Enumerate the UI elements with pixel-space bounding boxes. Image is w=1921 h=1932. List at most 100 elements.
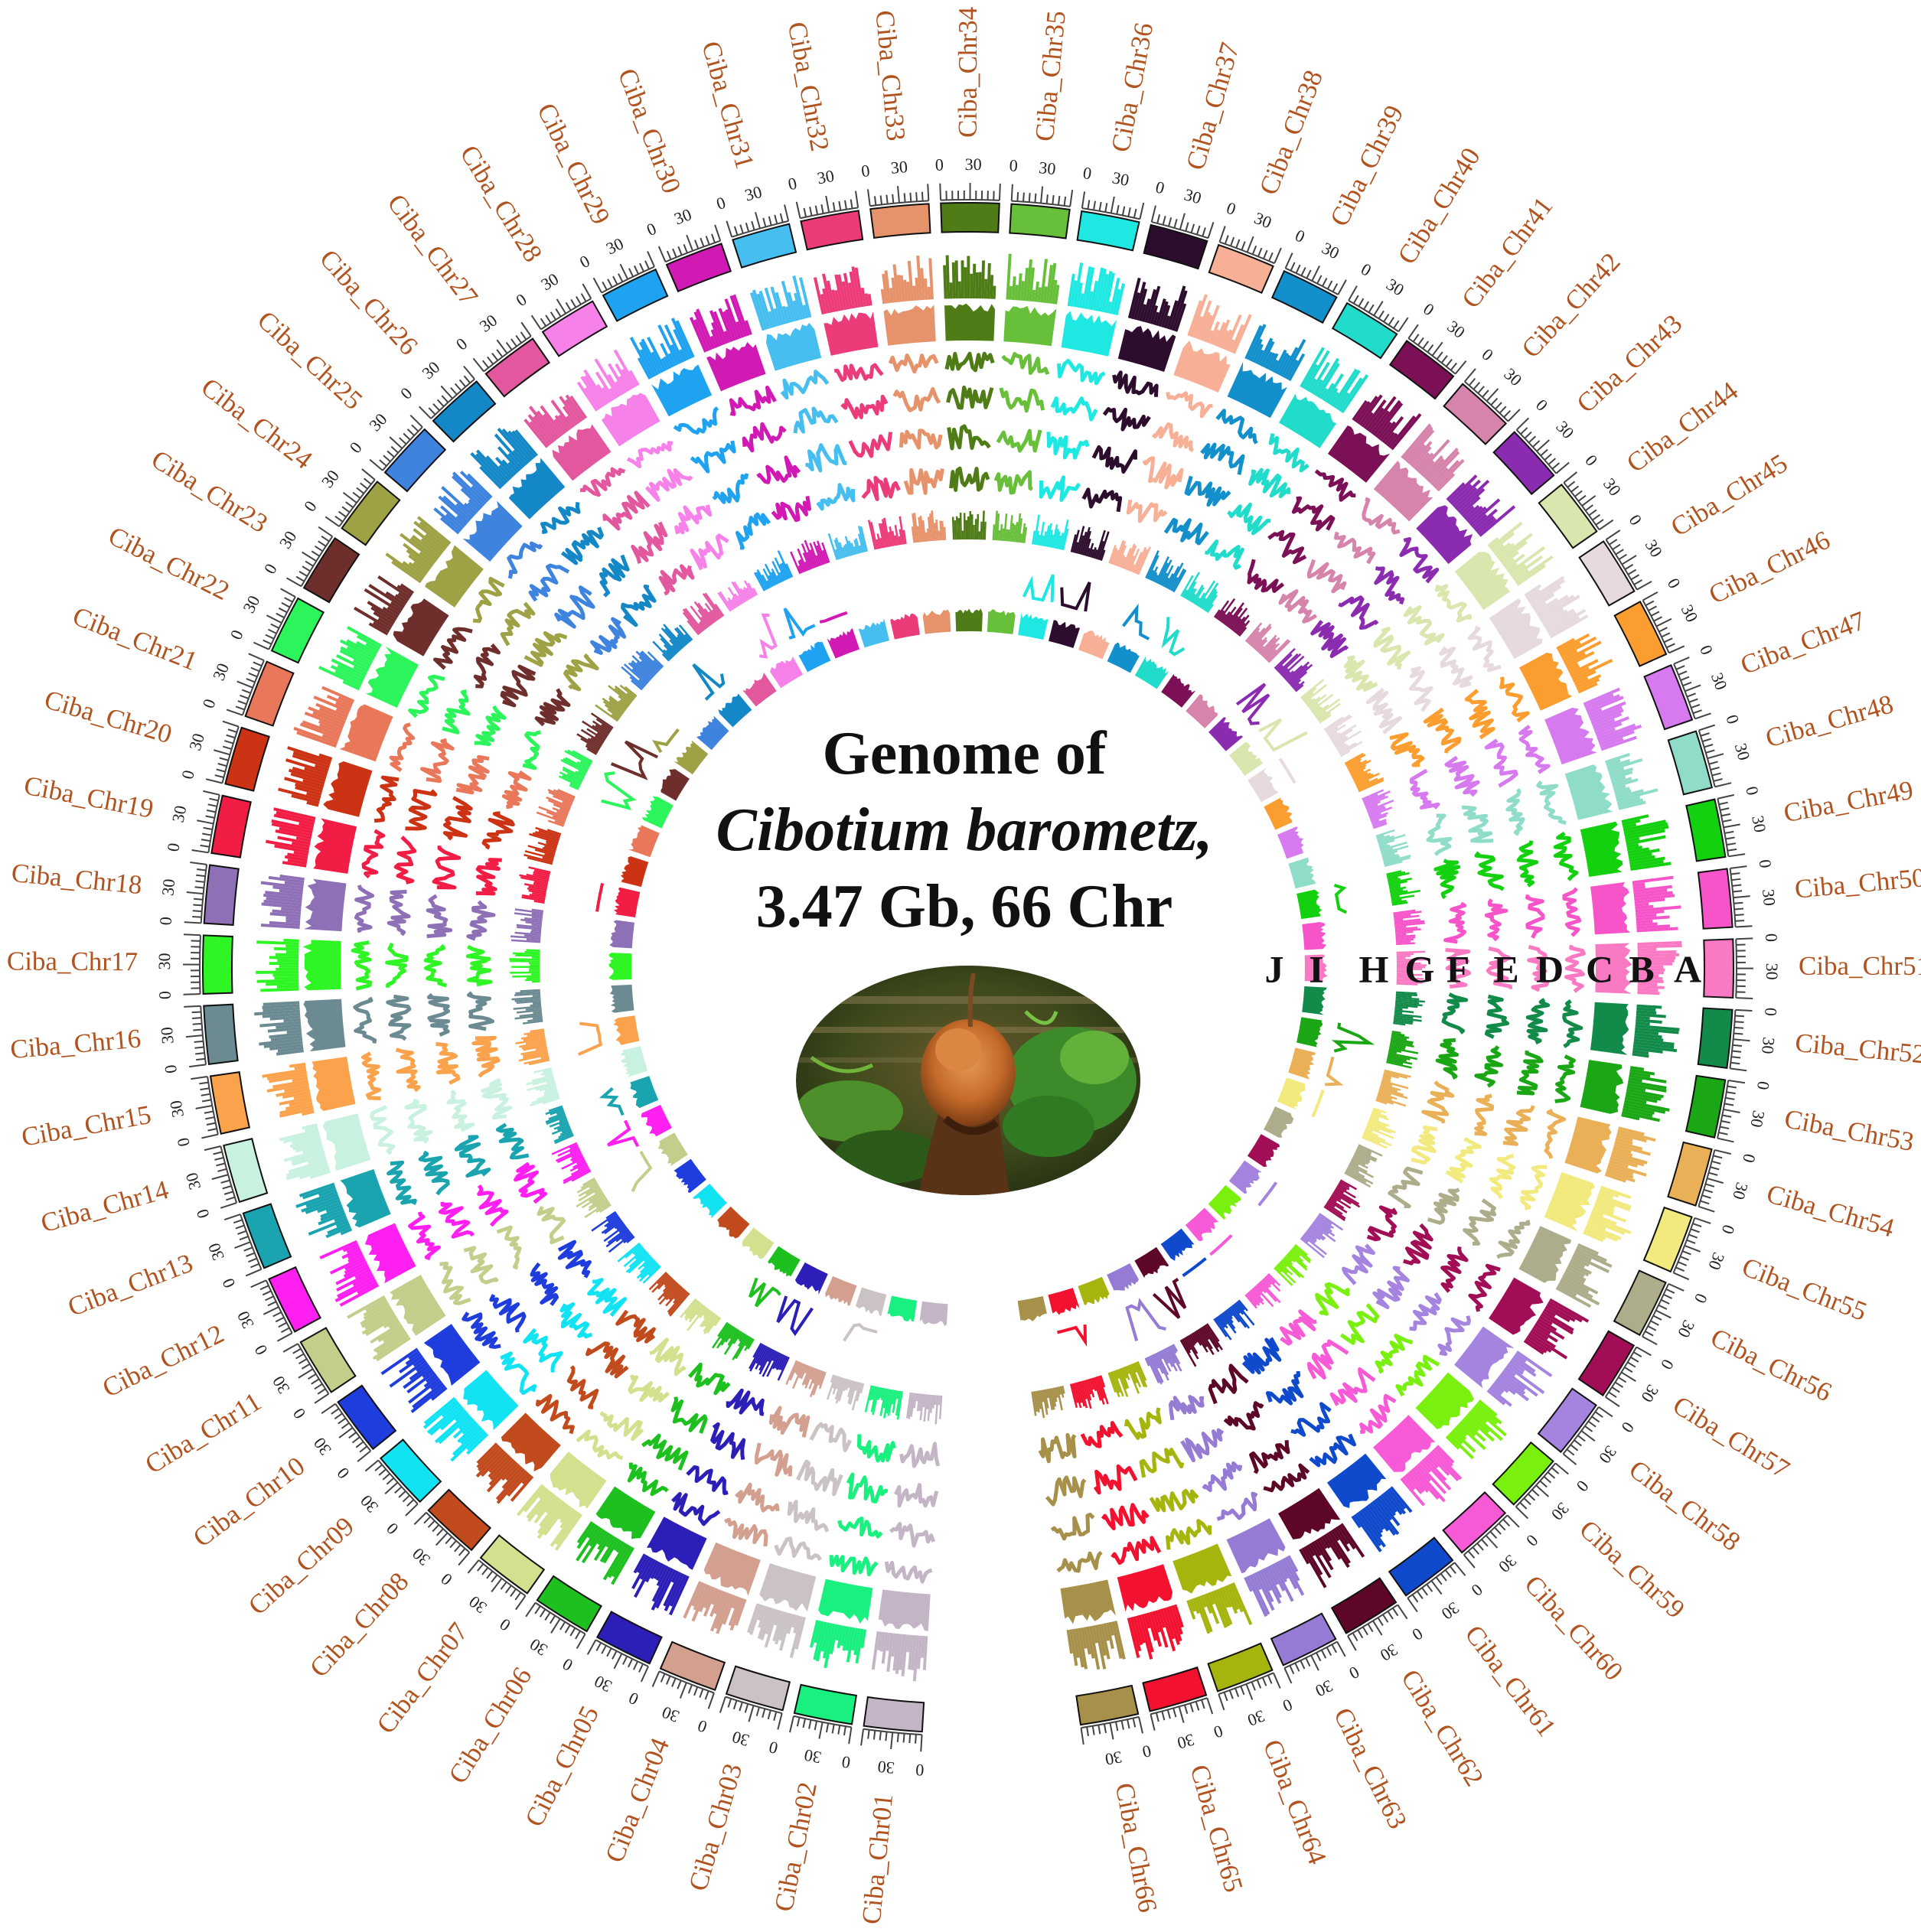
track-bar-ciba-chr29 <box>777 550 792 578</box>
track-bar-ciba-chr44 <box>1509 563 1527 577</box>
tick-mark <box>1665 1288 1675 1294</box>
track-bar-ciba-chr28 <box>583 369 608 406</box>
track-bar-ciba-chr65 <box>1082 1380 1092 1409</box>
track-bar-ciba-chr19 <box>533 881 548 886</box>
tick-mark <box>308 1373 317 1380</box>
track-bar-ciba-chr26 <box>671 644 680 653</box>
track-bar-ciba-chr07 <box>701 1311 714 1328</box>
track-bar-ciba-chr12 <box>344 1258 367 1271</box>
track-bar-ciba-chr11 <box>580 1178 596 1189</box>
track-bar-ciba-chr32 <box>820 294 828 314</box>
track-bar-ciba-chr05 <box>633 1553 647 1574</box>
track-bar-ciba-chr55 <box>1585 1225 1618 1242</box>
track-bar-ciba-chr25 <box>463 503 477 516</box>
track-bar-ciba-chr33 <box>906 282 912 301</box>
ideogram-ciba-chr17 <box>202 934 233 995</box>
tick-mark <box>1311 266 1321 282</box>
track-bar-ciba-chr45 <box>1533 601 1547 612</box>
track-bar-ciba-chr54 <box>1377 1093 1392 1100</box>
tick-mark <box>1440 355 1448 363</box>
track-bar-ciba-chr40 <box>1324 373 1345 402</box>
track-bar-ciba-chr10 <box>409 1363 430 1381</box>
track-bar-ciba-chr07 <box>704 1312 716 1328</box>
track-bar-ciba-chr23 <box>377 575 411 599</box>
track-bar-ciba-chr21 <box>304 711 344 729</box>
track-bar-ciba-chr57 <box>1331 1193 1342 1201</box>
track-line-ciba-chr43 <box>1338 595 1379 630</box>
chromosome-label: Ciba_Chr27 <box>381 188 484 311</box>
track-bar-ciba-chr63 <box>1154 1353 1169 1381</box>
track-bar-ciba-chr46 <box>1561 650 1578 660</box>
tick-label: 30 <box>1500 364 1525 389</box>
track-line-ciba-chr58 <box>1342 1243 1375 1285</box>
track-line-ciba-chr45 <box>1408 666 1433 712</box>
tick-mark <box>545 314 552 324</box>
tick-label: 30 <box>185 731 208 753</box>
track-bar-ciba-chr28 <box>732 596 739 608</box>
track-bar-ciba-chr17 <box>512 975 540 978</box>
track-bar-ciba-chr53 <box>1386 1060 1412 1069</box>
track-bar-ciba-chr64 <box>1137 1360 1147 1381</box>
track-bar-ciba-chr59 <box>1277 1262 1289 1274</box>
track-line-ciba-chr45 <box>1365 687 1402 735</box>
track-line-ciba-chr39 <box>1163 517 1209 546</box>
track-bar-ciba-chr59 <box>1280 1260 1288 1268</box>
track-bar-ciba-chr06 <box>747 1338 755 1350</box>
tick-axis <box>1285 267 1339 295</box>
track-bar-ciba-chr60 <box>1258 1282 1277 1302</box>
track-bar-ciba-chr07 <box>559 1507 573 1523</box>
track-line-ciba-chr15 <box>471 1035 501 1078</box>
track-sparse-ciba-chr43 <box>1235 683 1270 725</box>
track-bar-ciba-chr54 <box>1609 1159 1629 1168</box>
track-bar-ciba-chr47 <box>1591 712 1623 727</box>
track-bar-ciba-chr22 <box>356 640 378 655</box>
track-bar-ciba-chr17 <box>510 971 540 974</box>
track-bar-ciba-chr09 <box>441 1401 460 1418</box>
tick-label: 0 <box>178 768 198 781</box>
track-bar-ciba-chr32 <box>854 267 864 308</box>
track-bar-ciba-chr07 <box>517 1484 544 1517</box>
tick-mark <box>413 1512 427 1526</box>
track-bar-ciba-chr26 <box>658 634 678 654</box>
tick-mark <box>1022 192 1025 202</box>
track-bar-ciba-chr38 <box>1124 543 1136 570</box>
tick-mark <box>601 1645 607 1654</box>
track-bar-ciba-chr48 <box>1378 839 1395 846</box>
tick-mark <box>1605 1396 1620 1407</box>
track-bar-ciba-chr44 <box>1303 684 1327 703</box>
tick-mark <box>1040 186 1044 204</box>
track-bar-ciba-chr29 <box>771 561 784 582</box>
track-bar-ciba-chr40 <box>1199 598 1207 608</box>
track-bar-ciba-chr44 <box>1308 694 1327 709</box>
tick-mark <box>1495 402 1502 410</box>
track-bar-ciba-chr63 <box>1277 1560 1290 1580</box>
track-bar-ciba-chr26 <box>661 653 670 662</box>
track-bar-ciba-chr08 <box>673 1289 687 1304</box>
track-bar-ciba-chr63 <box>1172 1344 1179 1352</box>
track-line-ciba-chr05 <box>671 1492 721 1526</box>
track-bar-ciba-chr55 <box>1583 1228 1606 1240</box>
tick-label: 30 <box>591 1672 615 1696</box>
track-bar-ciba-chr42 <box>1432 460 1460 488</box>
track-bar-ciba-chr10 <box>623 1234 634 1244</box>
track-bar-ciba-chr13 <box>298 1182 335 1197</box>
track-bar-ciba-chr56 <box>1353 1154 1371 1164</box>
tick-mark <box>355 1441 364 1448</box>
tick-mark <box>768 216 772 226</box>
track-bar-ciba-chr58 <box>1495 1378 1516 1396</box>
track-bar-ciba-chr54 <box>1616 1132 1647 1143</box>
track-bar-ciba-chr19 <box>528 866 551 874</box>
track-solid-ciba-chr57 <box>1247 1134 1280 1168</box>
tick-mark <box>575 1631 581 1640</box>
track-solid-ciba-chr29 <box>798 641 831 673</box>
tick-mark <box>1692 709 1702 715</box>
track-bar-ciba-chr41 <box>1372 399 1401 436</box>
track-bar-ciba-chr33 <box>884 270 892 304</box>
tick-mark <box>606 1647 612 1657</box>
track-bar-ciba-chr20 <box>304 767 328 777</box>
track-solid-ciba-chr40 <box>1278 393 1337 448</box>
track-bar-ciba-chr56 <box>1570 1259 1586 1269</box>
track-bar-ciba-chr45 <box>1332 728 1353 743</box>
track-bar-ciba-chr03 <box>775 1611 787 1645</box>
track-bar-ciba-chr38 <box>1214 321 1226 347</box>
